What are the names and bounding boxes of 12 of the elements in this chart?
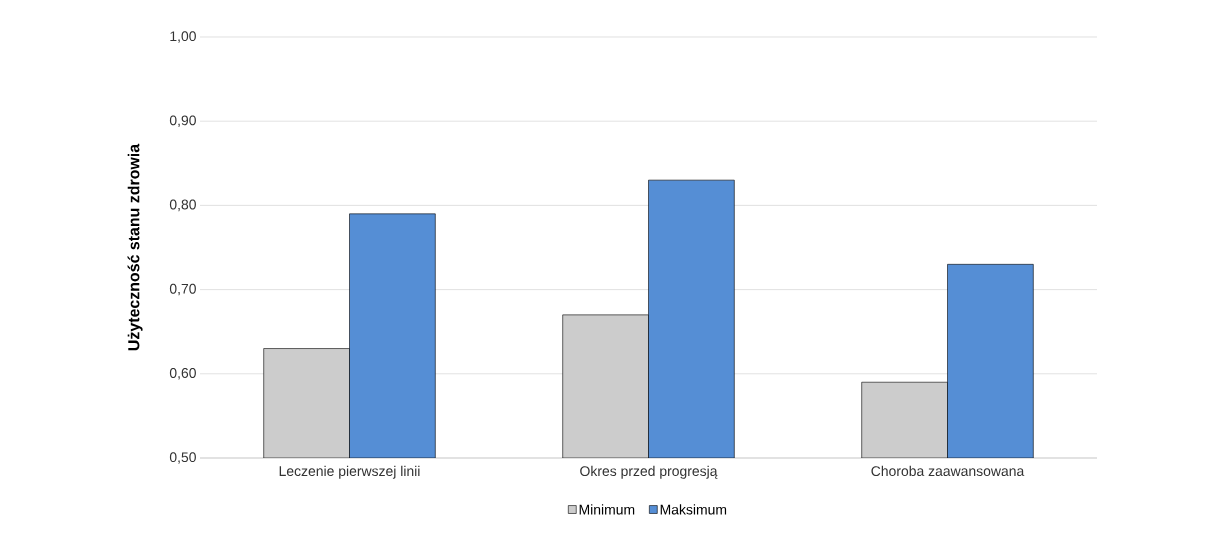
x-tick-label: Okres przed progresją (580, 465, 718, 479)
y-tick-label: 0,80 (169, 199, 196, 212)
y-tick-label: 1,00 (170, 31, 196, 43)
x-tick-label: Choroba zaawansowana (871, 465, 1025, 477)
x-tick-label: Leczenie pierwszej linii (279, 465, 420, 479)
y-tick-label: 0,70 (169, 283, 196, 296)
y-tick-label: 0,90 (169, 115, 196, 127)
y-tick-label: 0,50 (169, 452, 196, 464)
y-tick-label: 0,60 (169, 368, 196, 380)
legend-label: Maksimum (660, 504, 727, 515)
legend-label: Minimum (579, 504, 635, 515)
y-axis-title: Użyteczność stanu zdrowia (127, 143, 143, 351)
